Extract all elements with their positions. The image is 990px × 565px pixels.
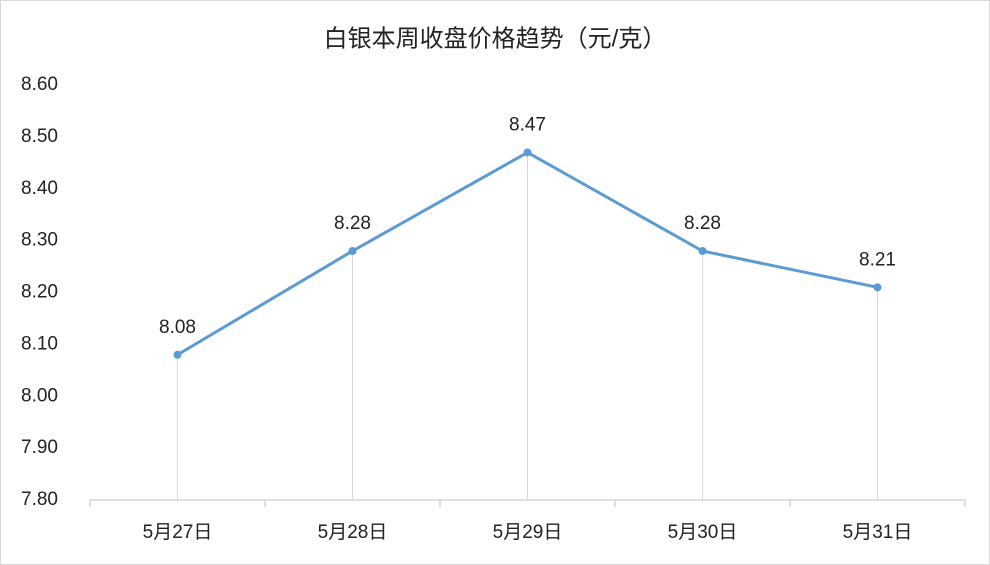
y-tick-label: 8.20 [21,282,58,303]
x-tick-label: 5月30日 [668,522,738,543]
x-tick-label: 5月31日 [843,522,913,543]
y-tick-label: 8.00 [21,385,58,406]
point-marker [698,247,707,255]
x-tick-label: 5月28日 [318,522,388,543]
y-tick-label: 8.40 [21,178,58,199]
data-label: 8.08 [159,317,196,338]
y-tick-label: 7.80 [21,489,58,510]
data-label: 8.28 [334,213,371,234]
y-tick-label: 7.90 [21,437,58,458]
data-label: 8.28 [684,213,721,234]
y-tick-label: 8.50 [21,126,58,147]
data-label: 8.47 [509,114,546,135]
point-marker [348,247,357,255]
data-label: 8.21 [859,249,896,270]
x-tick-label: 5月27日 [143,522,213,543]
y-tick-label: 8.60 [21,74,58,95]
x-tick-label: 5月29日 [493,522,563,543]
point-marker [173,350,182,359]
y-tick-label: 8.30 [21,230,58,251]
point-marker [523,148,532,157]
y-tick-label: 8.10 [21,333,58,354]
point-marker [873,283,882,292]
chart-title: 白银本周收盘价格趋势（元/克） [324,25,667,52]
